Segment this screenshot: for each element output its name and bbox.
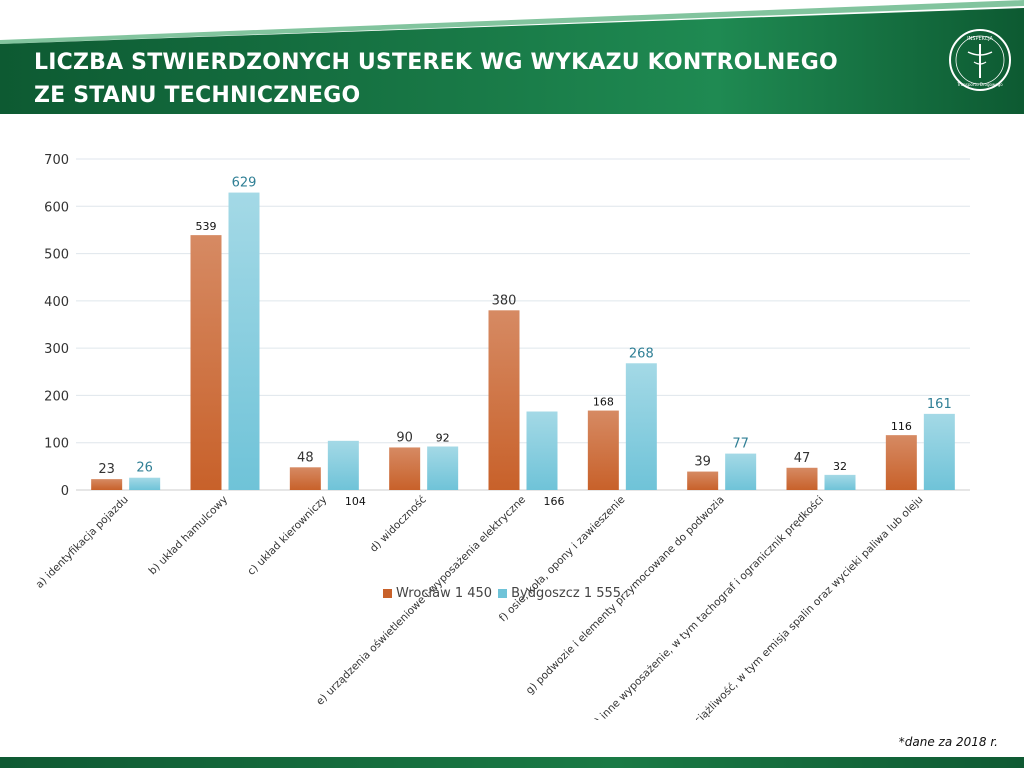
bar [526,411,558,490]
logo-text-top: INSPEKCJA [967,36,993,42]
x-tick-label: h) inne wyposażenie, w tym tachograf i o… [588,494,826,720]
legend-swatch-bydgoszcz [498,588,508,598]
header-banner: LICZBA STWIERDZONYCH USTEREK WG WYKAZU K… [0,0,1024,116]
data-label: 166 [544,495,565,508]
data-label: 629 [232,176,257,191]
data-label: 48 [297,450,314,465]
data-label: 268 [629,346,654,361]
data-label: 161 [927,397,952,412]
bar [923,413,955,490]
y-tick-label: 400 [44,295,69,310]
legend-item-wroclaw: Wrocław 1 450 [383,586,492,601]
y-tick-label: 700 [44,153,69,168]
data-label: 26 [136,461,153,476]
data-label: 77 [732,437,749,452]
title-line-1: LICZBA STWIERDZONYCH USTEREK WG WYKAZU K… [34,50,838,75]
bar-chart: 0 100 200 300 400 500 600 700 23 26 a) identyfikac… [0,140,1024,739]
x-tick-label: a) identyfikacja pojazdu [34,494,131,591]
y-tick-label: 100 [44,437,69,452]
logo-text-bottom: Transportu Drogowego [956,82,1003,87]
bar [587,410,619,490]
bar [327,440,359,490]
data-label: 92 [436,431,450,444]
legend-label-wroclaw: Wrocław 1 450 [396,585,493,601]
bar [427,446,459,490]
x-tick-label: b) układ hamulcowy [147,494,231,578]
bar [228,192,260,490]
bar [824,474,856,490]
bar [625,363,657,490]
bar [129,477,161,490]
page-title: LICZBA STWIERDZONYCH USTEREK WG WYKAZU K… [34,46,838,112]
footnote: *dane za 2018 r. [898,735,998,749]
bar [786,467,818,490]
data-label: 90 [396,430,413,445]
y-tick-label: 0 [61,484,69,499]
footer-bar [0,757,1024,768]
bar [91,479,123,490]
data-label: 168 [593,396,614,409]
title-line-2: ZE STANU TECHNICZNEGO [34,83,361,108]
y-tick-label: 600 [44,200,69,215]
data-label: 104 [345,495,366,508]
legend-swatch-wroclaw [383,588,392,598]
itd-logo: INSPEKCJA Transportu Drogowego [946,26,1014,94]
data-label: 116 [891,420,912,433]
bar [289,467,321,490]
y-tick-label: 300 [44,342,69,357]
header-background [0,0,1024,114]
data-label: 23 [98,462,115,477]
chart-svg: 0 100 200 300 400 500 600 700 23 26 a) identyfikac… [34,153,970,739]
data-label: 32 [833,460,847,473]
data-label: 39 [694,455,711,470]
y-tick-label: 500 [44,248,69,263]
legend-item-bydgoszcz: Bydgoszcz 1 555 [498,586,621,601]
bar [190,235,222,490]
bar [488,310,520,490]
data-label: 380 [492,293,517,308]
bar [687,471,719,490]
bar [885,435,917,490]
legend-label-bydgoszcz: Bydgoszcz 1 555 [511,585,622,601]
data-label: 47 [794,451,811,466]
bar [725,453,757,490]
x-tick-label: c) układ kierowniczy [245,494,329,578]
x-tick-label: d) widoczność [368,493,429,554]
bar [389,447,421,490]
chart-legend: Wrocław 1 450 Bydgoszcz 1 555 [383,585,627,601]
y-tick-label: 200 [44,389,69,404]
data-label: 539 [196,220,217,233]
